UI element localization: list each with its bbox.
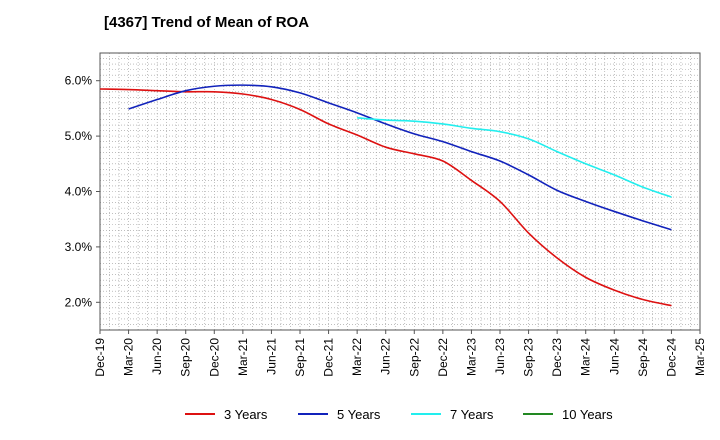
x-tick-label: Dec-21 <box>322 338 336 377</box>
y-tick-label: 3.0% <box>65 240 93 254</box>
y-tick-label: 6.0% <box>65 74 93 88</box>
x-tick-label: Dec-20 <box>207 338 221 377</box>
series-line-3-years <box>99 88 672 307</box>
x-tick-label: Jun-24 <box>607 338 621 375</box>
x-tick-label: Mar-24 <box>579 338 593 376</box>
series-line-5-years <box>128 84 672 231</box>
x-tick-label: Jun-22 <box>379 338 393 375</box>
x-tick-label: Jun-23 <box>493 338 507 375</box>
legend-label-10-years: 10 Years <box>562 407 613 422</box>
x-tick-label: Jun-20 <box>150 338 164 375</box>
x-tick-label: Sep-20 <box>179 338 193 377</box>
x-tick-label: Mar-22 <box>350 338 364 376</box>
x-tick-label: Mar-21 <box>236 338 250 376</box>
y-tick-label: 2.0% <box>65 295 93 309</box>
x-tick-label: Sep-24 <box>636 338 650 377</box>
x-tick-label: Dec-23 <box>550 338 564 377</box>
x-tick-label: Jun-21 <box>264 338 278 375</box>
chart-title: [4367] Trend of Mean of ROA <box>104 14 310 31</box>
legend-label-7-years: 7 Years <box>450 407 494 422</box>
x-tick-label: Dec-24 <box>664 338 678 377</box>
series-line-7-years <box>357 117 672 198</box>
x-tick-label: Dec-22 <box>436 338 450 377</box>
legend-label-5-years: 5 Years <box>337 407 381 422</box>
x-tick-label: Mar-20 <box>122 338 136 376</box>
x-tick-label: Dec-19 <box>93 338 107 377</box>
x-tick-label: Sep-22 <box>407 338 421 377</box>
legend-label-3-years: 3 Years <box>224 407 268 422</box>
x-tick-label: Sep-21 <box>293 338 307 377</box>
x-tick-label: Sep-23 <box>522 338 536 377</box>
x-tick-label: Mar-25 <box>693 338 707 376</box>
x-tick-label: Mar-23 <box>464 338 478 376</box>
y-tick-label: 4.0% <box>65 185 93 199</box>
y-tick-label: 5.0% <box>65 129 93 143</box>
